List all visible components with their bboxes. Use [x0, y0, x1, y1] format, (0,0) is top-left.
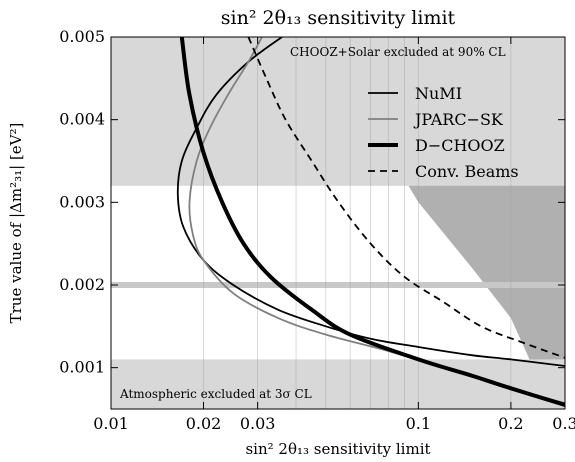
series-line-0 [176, 37, 565, 367]
x-tick-label: 0.2 [498, 414, 523, 433]
annotation-atmospheric: Atmospheric excluded at 3σ CL [119, 387, 312, 401]
legend-label-0: NuMI [415, 84, 462, 103]
excluded-band-1 [111, 359, 565, 409]
annotation-chooz-solar: CHOOZ+Solar excluded at 90% CL [290, 45, 506, 59]
plot-area [111, 37, 565, 409]
grid-lines [203, 37, 512, 409]
y-tick-label: 0.001 [59, 358, 105, 377]
x-tick-label: 0.02 [186, 414, 222, 433]
excluded-regions [111, 37, 565, 409]
chart-title: sin² 2θ₁₃ sensitivity limit [221, 7, 456, 29]
x-axis-label: sin² 2θ₁₃ sensitivity limit [245, 440, 430, 458]
x-tick-label: 0.01 [93, 414, 129, 433]
axis-ticks: 0.01 0.02 0.03 0.1 0.2 0.3 0.001 0.002 0.003 0.00… [59, 27, 575, 433]
y-tick-label: 0.004 [59, 110, 105, 129]
x-tick-label: 0.1 [406, 414, 431, 433]
y-tick-label: 0.002 [59, 275, 105, 294]
y-axis-label: True value of |Δm²₃₁| [eV²] [7, 123, 25, 324]
plot-frame [110, 36, 566, 410]
series-line-3 [247, 37, 565, 359]
x-tick-label: 0.3 [552, 414, 575, 433]
series-line-2 [179, 37, 565, 407]
legend-label-1: JPARC−SK [413, 110, 504, 129]
region-annotations: CHOOZ+Solar excluded at 90% CL Atmospheri… [119, 45, 506, 401]
legend-label-3: Conv. Beams [415, 162, 519, 181]
y-tick-label: 0.005 [59, 27, 105, 46]
y-tick-label: 0.003 [59, 192, 105, 211]
x-tick-label: 0.03 [240, 414, 276, 433]
legend: NuMI JPARC−SK D−CHOOZ Conv. Beams [368, 84, 519, 181]
legend-label-2: D−CHOOZ [415, 136, 505, 155]
series-lines [176, 37, 565, 407]
